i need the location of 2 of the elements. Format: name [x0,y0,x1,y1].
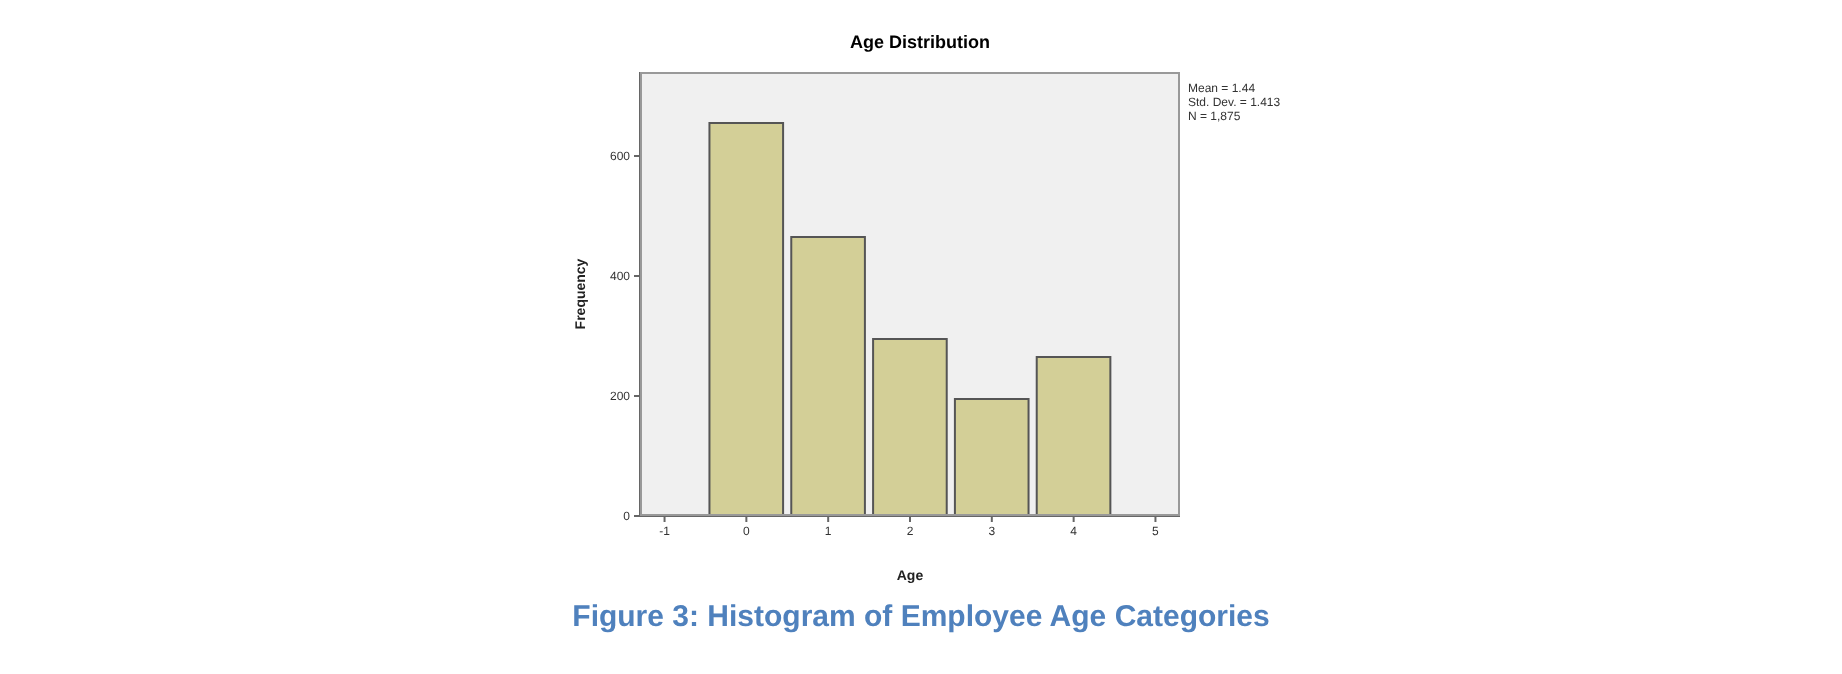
caption: Figure 3: Histogram of Employee Age Categories [570,600,1272,634]
chart-title: Age Distribution [848,30,992,56]
